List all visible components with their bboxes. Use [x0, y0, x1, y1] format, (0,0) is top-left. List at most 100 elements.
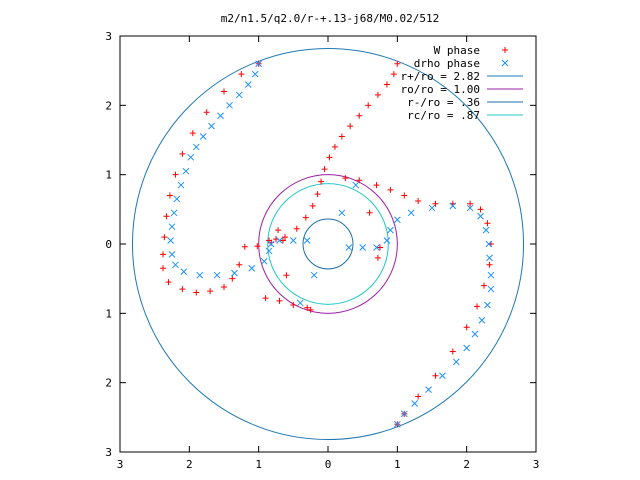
w-phase-point	[193, 289, 200, 296]
drho-phase-point	[231, 269, 238, 277]
drho-phase-point	[289, 237, 297, 244]
drho-phase-point	[393, 216, 401, 224]
legend-label: r-/ro = .36	[407, 96, 480, 109]
drho-phase-point	[439, 372, 446, 380]
w-phase-point	[432, 200, 439, 207]
x-tick-label: 2	[463, 458, 470, 471]
w-phase-point	[159, 265, 166, 272]
w-phase-point	[276, 297, 283, 304]
x-tick-label: 0	[325, 458, 332, 471]
drho-phase-point	[387, 226, 394, 234]
w-phase-point	[309, 202, 316, 209]
reference-circles	[131, 47, 525, 441]
drho-phase-point	[477, 212, 484, 220]
w-phase-point	[189, 130, 196, 137]
w-phase-point	[275, 227, 282, 234]
w-phase-point	[179, 286, 186, 293]
w-phase-point	[207, 288, 214, 295]
drho-phase-point	[452, 358, 460, 366]
w-phase-point	[356, 112, 363, 119]
w-phase-point	[282, 234, 289, 241]
drho-phase-point	[487, 285, 495, 293]
w-phase-point	[481, 282, 487, 289]
w-phase-point	[283, 272, 290, 279]
drho-phase-point	[425, 386, 432, 393]
w-phase-point	[390, 71, 397, 78]
legend-label: ro/ro = 1.00	[401, 83, 480, 96]
drho-phase-point	[168, 251, 176, 258]
y-tick-label: 2	[105, 99, 112, 112]
drho-phase-point	[303, 237, 311, 244]
y-tick-label: 1	[105, 169, 112, 182]
drho-phase-point	[310, 271, 318, 279]
w-phase-point	[356, 177, 363, 184]
w-phase-point	[401, 192, 408, 199]
w-phase-point	[484, 220, 491, 227]
w-phase-point	[377, 244, 383, 251]
drho-phase-point	[463, 344, 471, 352]
drho-phase-point	[267, 240, 275, 248]
legend-label: W phase	[434, 44, 480, 57]
w-phase-point	[307, 306, 314, 313]
drho-phase-point	[167, 237, 174, 244]
drho-phase-point	[217, 112, 224, 120]
w-phase-point	[241, 243, 248, 250]
w-phase-point	[342, 175, 349, 182]
w-phase-point	[238, 71, 245, 78]
y-tick-label: 3	[105, 446, 112, 459]
drho-phase-point	[484, 301, 491, 309]
w-phase-point	[279, 237, 286, 244]
reference-circle-3	[267, 183, 389, 305]
w-phase-point	[172, 171, 179, 178]
drho-phase-point	[265, 247, 273, 255]
w-phase-point	[331, 143, 338, 150]
w-phase-point	[221, 88, 227, 95]
w-phase-point	[415, 393, 422, 400]
y-tick-label: 0	[105, 238, 112, 251]
drho-phase-point	[486, 254, 493, 262]
drho-phase-point	[338, 209, 346, 217]
drho-phase-point	[177, 181, 185, 189]
w-phase-point	[374, 91, 381, 98]
drho-phase-point	[485, 240, 493, 248]
legend-marker	[501, 59, 509, 67]
drho-phase-point	[352, 181, 360, 189]
w-phase-point	[290, 302, 297, 309]
w-phase-point	[302, 214, 309, 221]
w-phase-point	[318, 178, 325, 185]
reference-circle-1	[258, 174, 398, 314]
data-points	[159, 60, 495, 428]
drho-phase-point	[478, 316, 486, 324]
drho-phase-point	[226, 101, 233, 109]
w-phase-point	[463, 324, 470, 331]
drho-phase-point	[244, 81, 252, 88]
reference-circle-0	[131, 47, 525, 441]
w-phase-point	[415, 198, 422, 205]
y-tick-label: 1	[105, 307, 112, 320]
drho-phase-point	[383, 237, 391, 244]
w-phase-point	[338, 133, 345, 140]
legend-label: drho phase	[414, 57, 480, 70]
w-phase-point	[365, 102, 372, 109]
w-phase-point	[159, 251, 166, 258]
drho-phase-point	[168, 223, 176, 231]
drho-phase-point	[411, 400, 419, 407]
drho-phase-point	[172, 261, 179, 269]
w-phase-point	[432, 372, 439, 379]
w-phase-point	[229, 275, 236, 282]
w-phase-point	[293, 225, 300, 232]
y-tick-label: 2	[105, 377, 112, 390]
legend-label: r+/ro = 2.82	[401, 70, 480, 83]
drho-phase-point	[466, 204, 474, 212]
x-tick-label: 2	[186, 458, 193, 471]
x-tick-label: 3	[117, 458, 124, 471]
drho-phase-point	[449, 202, 457, 210]
drho-phase-point	[260, 257, 268, 265]
legend-marker	[502, 47, 508, 53]
drho-phase-point	[359, 244, 367, 251]
w-phase-point	[163, 213, 170, 220]
w-phase-point	[477, 206, 484, 213]
y-tick-label: 3	[105, 30, 112, 43]
